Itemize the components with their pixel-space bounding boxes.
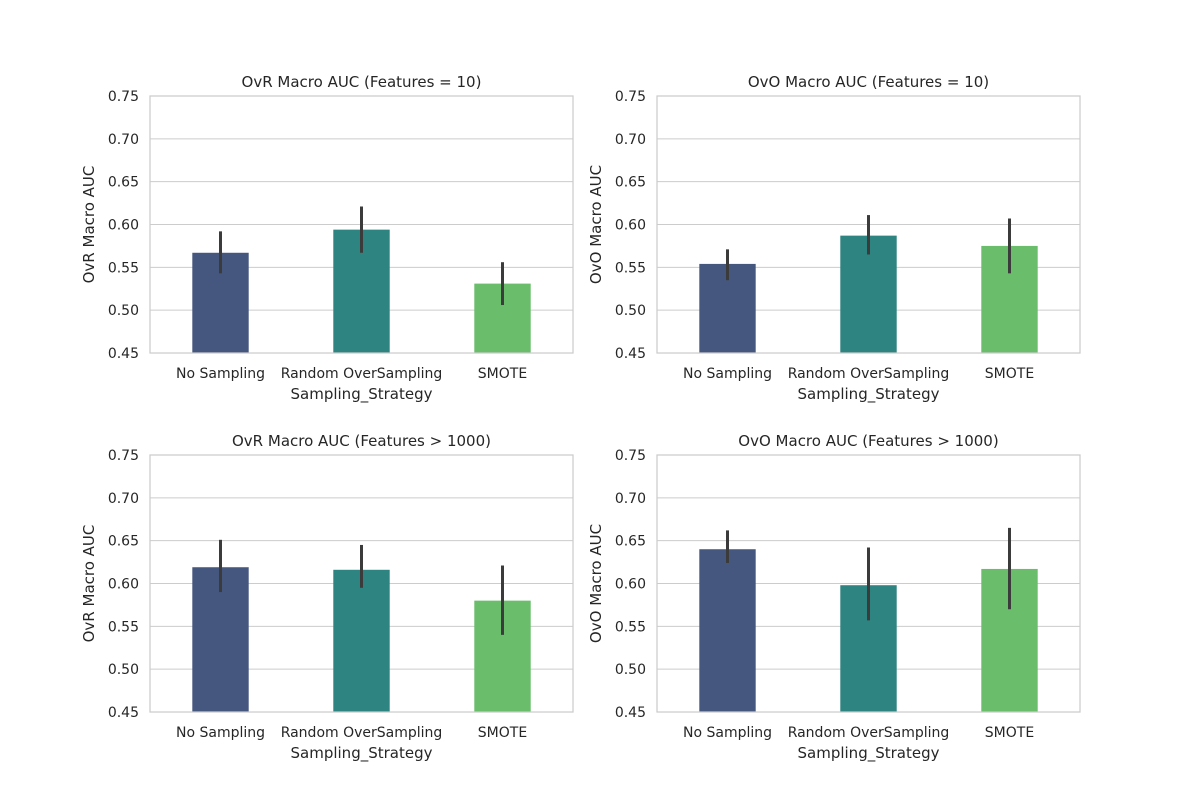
chart-title: OvO Macro AUC (Features > 1000)	[738, 432, 998, 450]
x-tick-label: SMOTE	[985, 366, 1034, 382]
x-tick-label: No Sampling	[176, 725, 265, 741]
x-tick-label: Random OverSampling	[281, 725, 443, 741]
y-tick-label: 0.45	[108, 346, 139, 362]
y-tick-label: 0.70	[615, 132, 646, 148]
y-tick-label: 0.65	[108, 534, 139, 550]
y-tick-label: 0.65	[108, 175, 139, 191]
y-tick-label: 0.50	[615, 662, 646, 678]
y-tick-label: 0.45	[615, 705, 646, 721]
y-axis-label: OvO Macro AUC	[587, 165, 605, 284]
y-tick-label: 0.55	[615, 619, 646, 635]
y-tick-label: 0.70	[108, 491, 139, 507]
x-tick-label: SMOTE	[478, 725, 527, 741]
bar-random-oversampling	[333, 569, 390, 712]
y-tick-label: 0.75	[108, 89, 139, 105]
chart-panel-1: 0.45 0.50 0.55 0.60 0.65 0.70 0.75 No Sampling R…	[80, 73, 574, 404]
axes-frame	[656, 95, 1081, 354]
x-tick-label: No Sampling	[683, 725, 772, 741]
y-tick-label: 0.65	[615, 175, 646, 191]
x-axis-label: Sampling_Strategy	[798, 744, 940, 763]
x-axis-label: Sampling_Strategy	[798, 385, 940, 404]
x-axis-label: Sampling_Strategy	[291, 385, 433, 404]
x-tick-label: Random OverSampling	[788, 725, 950, 741]
y-tick-label: 0.65	[615, 534, 646, 550]
axes-frame	[656, 454, 1081, 713]
y-tick-label: 0.55	[108, 619, 139, 635]
y-tick-label: 0.75	[108, 448, 139, 464]
y-axis-label: OvR Macro AUC	[80, 525, 98, 643]
y-tick-label: 0.55	[615, 260, 646, 276]
y-tick-label: 0.70	[615, 491, 646, 507]
x-tick-label: No Sampling	[176, 366, 265, 382]
x-tick-label: Random OverSampling	[788, 366, 950, 382]
y-tick-label: 0.50	[615, 303, 646, 319]
chart-title: OvR Macro AUC (Features > 1000)	[232, 432, 491, 450]
bar-no-sampling	[699, 549, 756, 712]
y-tick-label: 0.55	[108, 260, 139, 276]
y-tick-label: 0.45	[108, 705, 139, 721]
bar-random-oversampling	[840, 235, 897, 353]
x-tick-label: SMOTE	[985, 725, 1034, 741]
x-axis-label: Sampling_Strategy	[291, 744, 433, 763]
y-tick-label: 0.70	[108, 132, 139, 148]
y-axis-label: OvO Macro AUC	[587, 524, 605, 643]
y-tick-label: 0.50	[108, 303, 139, 319]
chart-panel-3: 0.45 0.50 0.55 0.60 0.65 0.70 0.75 No Sampling R…	[80, 432, 574, 763]
chart-title: OvO Macro AUC (Features = 10)	[748, 73, 989, 91]
y-tick-label: 0.60	[108, 218, 139, 234]
y-tick-label: 0.60	[108, 577, 139, 593]
chart-title: OvR Macro AUC (Features = 10)	[242, 73, 482, 91]
y-tick-label: 0.60	[615, 218, 646, 234]
y-tick-label: 0.50	[108, 662, 139, 678]
x-tick-label: Random OverSampling	[281, 366, 443, 382]
y-tick-label: 0.45	[615, 346, 646, 362]
y-tick-label: 0.75	[615, 448, 646, 464]
y-axis-label: OvR Macro AUC	[80, 166, 98, 284]
y-tick-label: 0.60	[615, 577, 646, 593]
chart-panel-4: 0.45 0.50 0.55 0.60 0.65 0.70 0.75 No Sampling R…	[587, 432, 1081, 763]
y-tick-label: 0.75	[615, 89, 646, 105]
axes-frame	[149, 95, 574, 354]
axes-frame	[149, 454, 574, 713]
x-tick-label: SMOTE	[478, 366, 527, 382]
x-tick-label: No Sampling	[683, 366, 772, 382]
chart-panel-2: 0.45 0.50 0.55 0.60 0.65 0.70 0.75 No Sampling R…	[587, 73, 1081, 404]
